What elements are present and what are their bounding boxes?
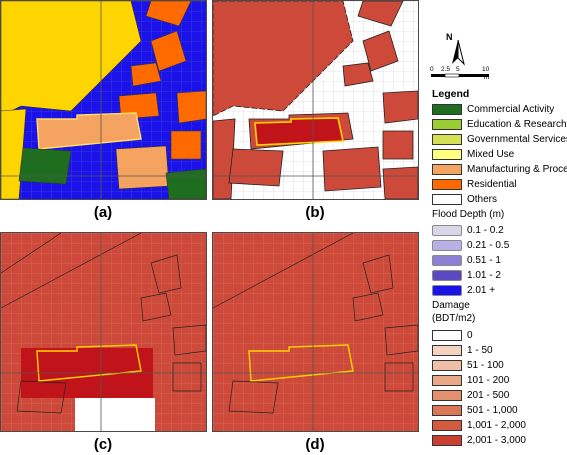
damage-building-5: [382, 130, 414, 160]
damage-building-3: [342, 62, 374, 87]
building-outline-4: [16, 380, 67, 414]
map-panel-damage-d: [212, 232, 419, 432]
building-outline-3: [228, 380, 279, 414]
building-orange-4: [118, 92, 160, 120]
highlighted-building: [248, 344, 354, 382]
legend-flood-2: 0.21 - 0.5: [432, 238, 509, 252]
building-outline-1: [362, 254, 394, 294]
building-commercial-2: [165, 168, 206, 199]
map-panel-damage-c: [0, 232, 207, 432]
damage-building-1: [357, 1, 404, 27]
legend-damage-7: 1,001 - 2,000: [432, 418, 526, 432]
legend-flood-1: 0.1 - 0.2: [432, 223, 504, 237]
damage-unit: (BDT/m2): [432, 313, 476, 324]
boundary-line: [1, 233, 142, 309]
north-label: N: [446, 32, 453, 42]
building-outline-5: [172, 324, 206, 356]
scale-tick-10: 10: [482, 66, 490, 73]
damage-map-c: [1, 233, 206, 431]
damage-title: Damage: [432, 300, 470, 311]
legend-item-residential: Residential: [432, 177, 516, 191]
highlighted-building: [36, 344, 142, 382]
damage-building-7: [322, 146, 382, 192]
building-outline-3: [140, 292, 172, 322]
legend-item-mixed-use: Mixed Use: [432, 147, 514, 161]
scale-unit: m: [484, 74, 490, 81]
building-orange-3: [130, 62, 162, 87]
scale-tick-5: 5: [456, 66, 460, 73]
legend-flood-3: 0.51 - 1: [432, 253, 501, 267]
panel-label-a: (a): [93, 204, 113, 221]
damage-map-d: [213, 233, 418, 431]
damage-building-8: [382, 166, 418, 199]
scale-tick-2-5: 2.5: [441, 66, 451, 73]
flood-overlay-map: [213, 1, 418, 199]
building-orange-2: [150, 30, 187, 72]
legend-item-commercial: Commercial Activity: [432, 102, 554, 116]
damage-building-6: [228, 148, 284, 187]
legend-title: Legend: [432, 88, 470, 100]
legend-damage-2: 1 - 50: [432, 343, 493, 357]
building-orange-1: [145, 1, 192, 27]
damage-building-4: [382, 90, 418, 124]
building-orange-5: [176, 90, 206, 124]
land-use-map: [1, 1, 206, 199]
legend-item-manufacturing: Manufacturing & Processing: [432, 162, 567, 176]
building-commercial-1: [18, 147, 72, 185]
building-outline-2: [150, 254, 182, 294]
damage-building-2: [362, 30, 399, 72]
panel-label-d: (d): [305, 436, 325, 453]
damage-building-large: [213, 1, 354, 117]
panel-label-b: (b): [305, 204, 325, 221]
legend-flood-5: 2.01 +: [432, 283, 495, 297]
legend-damage-5: 201 - 500: [432, 388, 509, 402]
building-yellow-large: [1, 1, 142, 117]
legend-damage-3: 51 - 100: [432, 358, 504, 372]
map-panel-flood-overlay: [212, 0, 419, 200]
raster-grid: [213, 233, 418, 431]
legend-flood-4: 1.01 - 2: [432, 268, 501, 282]
map-panel-land-use: [0, 0, 207, 200]
boundary-line: [213, 233, 354, 309]
scale-tick-0: 0: [430, 66, 434, 73]
scale-bar-icon: [431, 73, 489, 78]
panel-label-c: (c): [93, 436, 113, 453]
legend-item-others: Others: [432, 192, 497, 206]
building-outline-1: [1, 233, 62, 274]
building-outline-5: [384, 362, 414, 392]
building-manufacturing-2: [115, 145, 170, 190]
legend-item-governmental: Governmental Services: [432, 132, 567, 146]
building-outline-6: [172, 362, 202, 392]
flood-depth-title: Flood Depth (m): [432, 209, 505, 220]
building-orange-6: [170, 130, 202, 160]
highlighted-building: [254, 117, 344, 146]
legend-item-education: Education & Research: [432, 117, 567, 131]
legend-damage-4: 101 - 200: [432, 373, 509, 387]
building-outline-4: [384, 324, 418, 356]
building-outline-2: [352, 292, 384, 322]
north-arrow-icon: [452, 39, 465, 66]
legend-damage-8: 2,001 - 3,000: [432, 433, 526, 447]
legend-damage-6: 501 - 1,000: [432, 403, 518, 417]
no-damage-area: [75, 398, 155, 431]
legend-damage-1: 0: [432, 328, 473, 342]
